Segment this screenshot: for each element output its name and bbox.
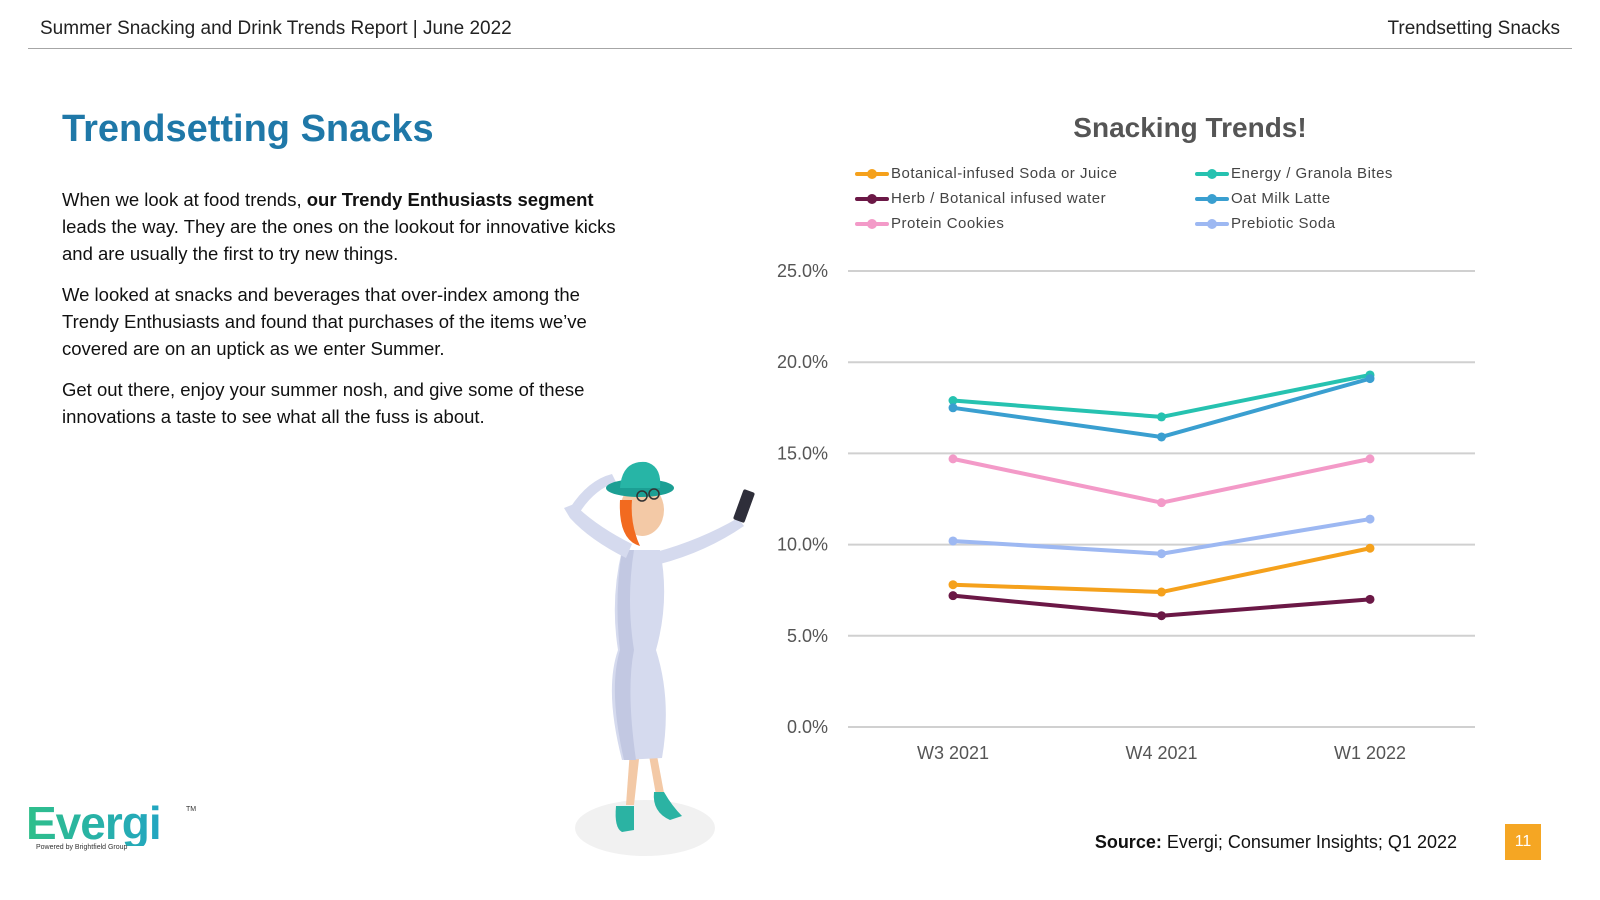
data-point bbox=[1365, 594, 1375, 604]
legend-label: Herb / Botanical infused water bbox=[891, 190, 1107, 207]
legend-swatch bbox=[855, 218, 889, 229]
legend-swatch bbox=[1195, 168, 1229, 179]
data-point bbox=[948, 591, 958, 601]
y-tick-label: 0.0% bbox=[787, 717, 828, 737]
y-tick-label: 15.0% bbox=[777, 443, 828, 463]
legend-item: Oat Milk Latte bbox=[1195, 189, 1415, 208]
data-point bbox=[1157, 611, 1166, 621]
paragraph-1-rest: leads the way. They are the ones on the … bbox=[62, 216, 616, 264]
section-name: Trendsetting Snacks bbox=[1387, 18, 1561, 39]
legend-item: Protein Cookies bbox=[855, 214, 1195, 233]
logo-tagline: Powered by Brightfield Group bbox=[36, 844, 128, 851]
legend-item: Energy / Granola Bites bbox=[1195, 164, 1415, 183]
paragraph-2: We looked at snacks and beverages that o… bbox=[62, 284, 587, 359]
legend-item: Herb / Botanical infused water bbox=[855, 189, 1195, 208]
paragraph-1-intro: When we look at food trends, bbox=[62, 189, 307, 210]
data-point bbox=[1365, 514, 1375, 524]
legend-swatch bbox=[1195, 218, 1229, 229]
data-point bbox=[1365, 543, 1375, 553]
data-point bbox=[1157, 549, 1166, 559]
series-line bbox=[952, 456, 1371, 505]
x-tick-label: W4 2021 bbox=[1125, 743, 1197, 763]
legend-swatch bbox=[855, 168, 889, 179]
x-tick-label: W3 2021 bbox=[917, 743, 989, 763]
header-divider bbox=[28, 48, 1572, 49]
logo-wordmark: Evergi bbox=[26, 800, 196, 846]
source-note: Source: Evergi; Consumer Insights; Q1 20… bbox=[1095, 832, 1457, 853]
y-tick-label: 5.0% bbox=[787, 626, 828, 646]
chart-title: Snacking Trends! bbox=[1073, 112, 1307, 143]
logo-trademark: TM bbox=[186, 806, 197, 813]
legend-label: Botanical-infused Soda or Juice bbox=[891, 165, 1118, 182]
legend-label: Energy / Granola Bites bbox=[1231, 165, 1393, 182]
data-point bbox=[948, 396, 958, 406]
legend-item: Botanical-infused Soda or Juice bbox=[855, 164, 1195, 183]
data-point bbox=[1365, 454, 1375, 464]
legend-label: Protein Cookies bbox=[891, 215, 1005, 232]
paragraph-3: Get out there, enjoy your summer nosh, a… bbox=[62, 379, 585, 427]
y-tick-label: 25.0% bbox=[777, 261, 828, 281]
data-point bbox=[948, 454, 958, 464]
data-point bbox=[1157, 587, 1166, 597]
page-number: 11 bbox=[1505, 824, 1541, 860]
body-text: When we look at food trends, our Trendy … bbox=[62, 186, 622, 444]
woman-selfie-illustration bbox=[564, 461, 755, 856]
x-tick-label: W1 2022 bbox=[1334, 743, 1406, 763]
legend-swatch bbox=[1195, 193, 1229, 204]
source-label: Source: bbox=[1094, 832, 1162, 852]
data-point bbox=[1157, 498, 1166, 508]
evergi-logo: Evergi TM Powered by Brightfield Group bbox=[26, 800, 196, 862]
data-point bbox=[1157, 412, 1166, 422]
report-title: Summer Snacking and Drink Trends Report … bbox=[40, 18, 512, 39]
legend-swatch bbox=[855, 193, 889, 204]
data-point bbox=[948, 403, 958, 413]
y-tick-label: 10.0% bbox=[777, 535, 828, 555]
data-point bbox=[948, 536, 958, 546]
paragraph-1: When we look at food trends, our Trendy … bbox=[62, 186, 622, 267]
chart-plot: 0.0% 5.0% 10.0% 15.0% 20.0% 25.0% W3 2021 W4 20… bbox=[777, 261, 1475, 763]
paragraph-1-highlight: our Trendy Enthusiasts segment bbox=[306, 189, 594, 210]
source-text: Evergi; Consumer Insights; Q1 2022 bbox=[1161, 832, 1457, 852]
legend-item: Prebiotic Soda bbox=[1195, 214, 1415, 233]
data-point bbox=[1157, 432, 1166, 442]
page-title: Trendsetting Snacks bbox=[62, 108, 434, 150]
y-tick-label: 20.0% bbox=[777, 352, 828, 372]
data-point bbox=[948, 580, 958, 590]
legend-label: Prebiotic Soda bbox=[1231, 215, 1336, 232]
series-line bbox=[952, 517, 1371, 556]
snacking-trends-chart: Snacking Trends! Botanical-infused Soda … bbox=[770, 100, 1530, 800]
chart-legend: Botanical-infused Soda or Juice Energy / … bbox=[855, 164, 1415, 233]
data-point bbox=[1365, 374, 1375, 384]
legend-label: Oat Milk Latte bbox=[1231, 190, 1331, 207]
